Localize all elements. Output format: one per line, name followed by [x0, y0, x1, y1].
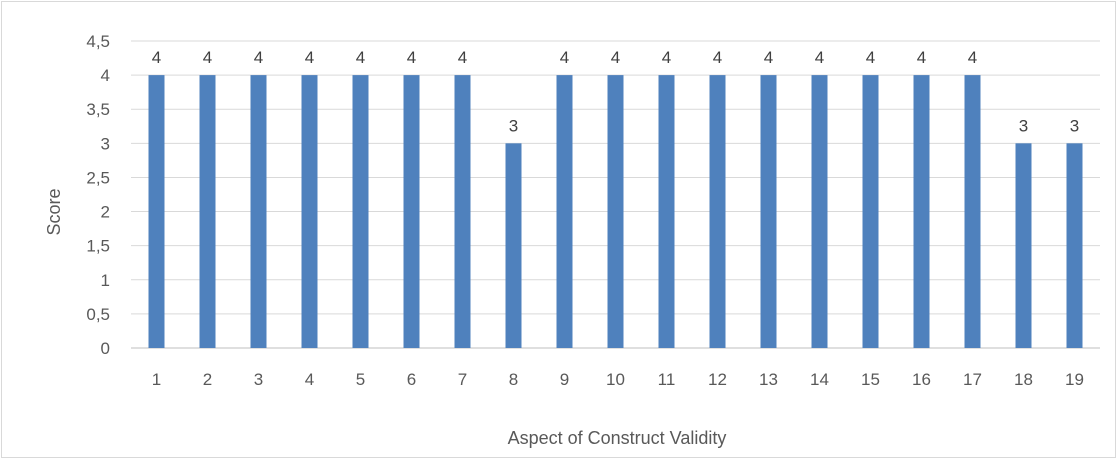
bar	[913, 75, 930, 348]
x-tick-label: 19	[1065, 370, 1084, 389]
bar	[658, 75, 675, 348]
bar	[403, 75, 420, 348]
x-axis-ticks: 1 2 3 4 5 6 7 8 9 10 11 12 13 14 15 16 17 18 19	[152, 370, 1084, 389]
y-tick-label: 3	[101, 134, 110, 153]
y-tick-label: 1	[101, 271, 110, 290]
bar	[301, 75, 318, 348]
x-tick-label: 4	[305, 370, 314, 389]
bar	[352, 75, 369, 348]
x-tick-label: 10	[606, 370, 625, 389]
y-tick-label: 2,5	[86, 168, 110, 187]
data-label: 4	[305, 48, 314, 67]
y-tick-label: 3,5	[86, 100, 110, 119]
y-tick-label: 0,5	[86, 305, 110, 324]
x-tick-label: 2	[203, 370, 212, 389]
bar	[250, 75, 267, 348]
bar	[505, 143, 522, 348]
y-tick-label: 0	[101, 339, 110, 358]
bar	[199, 75, 216, 348]
x-tick-label: 12	[708, 370, 727, 389]
data-labels: 4 4 4 4 4 4 4 3 4 4 4 4 4 4 4 4 4 3 3	[152, 48, 1079, 135]
y-tick-label: 1,5	[86, 237, 110, 256]
data-label: 3	[1070, 116, 1079, 135]
bar	[760, 75, 777, 348]
data-label: 4	[254, 48, 263, 67]
x-tick-label: 14	[810, 370, 829, 389]
bar	[709, 75, 726, 348]
bars	[148, 75, 1083, 348]
data-label: 4	[968, 48, 977, 67]
x-tick-label: 18	[1014, 370, 1033, 389]
bar	[811, 75, 828, 348]
data-label: 4	[560, 48, 569, 67]
y-tick-label: 4	[101, 66, 110, 85]
bar	[862, 75, 879, 348]
data-label: 4	[662, 48, 671, 67]
x-tick-label: 15	[861, 370, 880, 389]
y-axis-title: Score	[44, 188, 64, 235]
bar	[1015, 143, 1032, 348]
x-axis-title: Aspect of Construct Validity	[508, 428, 727, 448]
data-label: 4	[917, 48, 926, 67]
bar	[607, 75, 624, 348]
data-label: 3	[509, 116, 518, 135]
data-label: 4	[356, 48, 365, 67]
data-label: 4	[815, 48, 824, 67]
bar	[1066, 143, 1083, 348]
x-tick-label: 6	[407, 370, 416, 389]
x-tick-label: 17	[963, 370, 982, 389]
bar	[454, 75, 471, 348]
x-tick-label: 7	[458, 370, 467, 389]
data-label: 3	[1019, 116, 1028, 135]
y-tick-label: 2	[101, 203, 110, 222]
data-label: 4	[611, 48, 620, 67]
bar	[556, 75, 573, 348]
x-tick-label: 1	[152, 370, 161, 389]
x-tick-label: 11	[658, 370, 676, 389]
x-tick-label: 13	[759, 370, 778, 389]
x-tick-label: 8	[509, 370, 518, 389]
x-tick-label: 9	[560, 370, 569, 389]
bar	[964, 75, 981, 348]
data-label: 4	[152, 48, 161, 67]
x-tick-label: 16	[912, 370, 931, 389]
y-tick-label: 4,5	[86, 32, 110, 51]
bar	[148, 75, 165, 348]
y-axis-ticks: 0 0,5 1 1,5 2 2,5 3 3,5 4 4,5	[86, 32, 110, 358]
x-tick-label: 5	[356, 370, 365, 389]
data-label: 4	[866, 48, 875, 67]
data-label: 4	[407, 48, 416, 67]
data-label: 4	[458, 48, 467, 67]
data-label: 4	[713, 48, 722, 67]
x-tick-label: 3	[254, 370, 263, 389]
data-label: 4	[203, 48, 212, 67]
data-label: 4	[764, 48, 773, 67]
